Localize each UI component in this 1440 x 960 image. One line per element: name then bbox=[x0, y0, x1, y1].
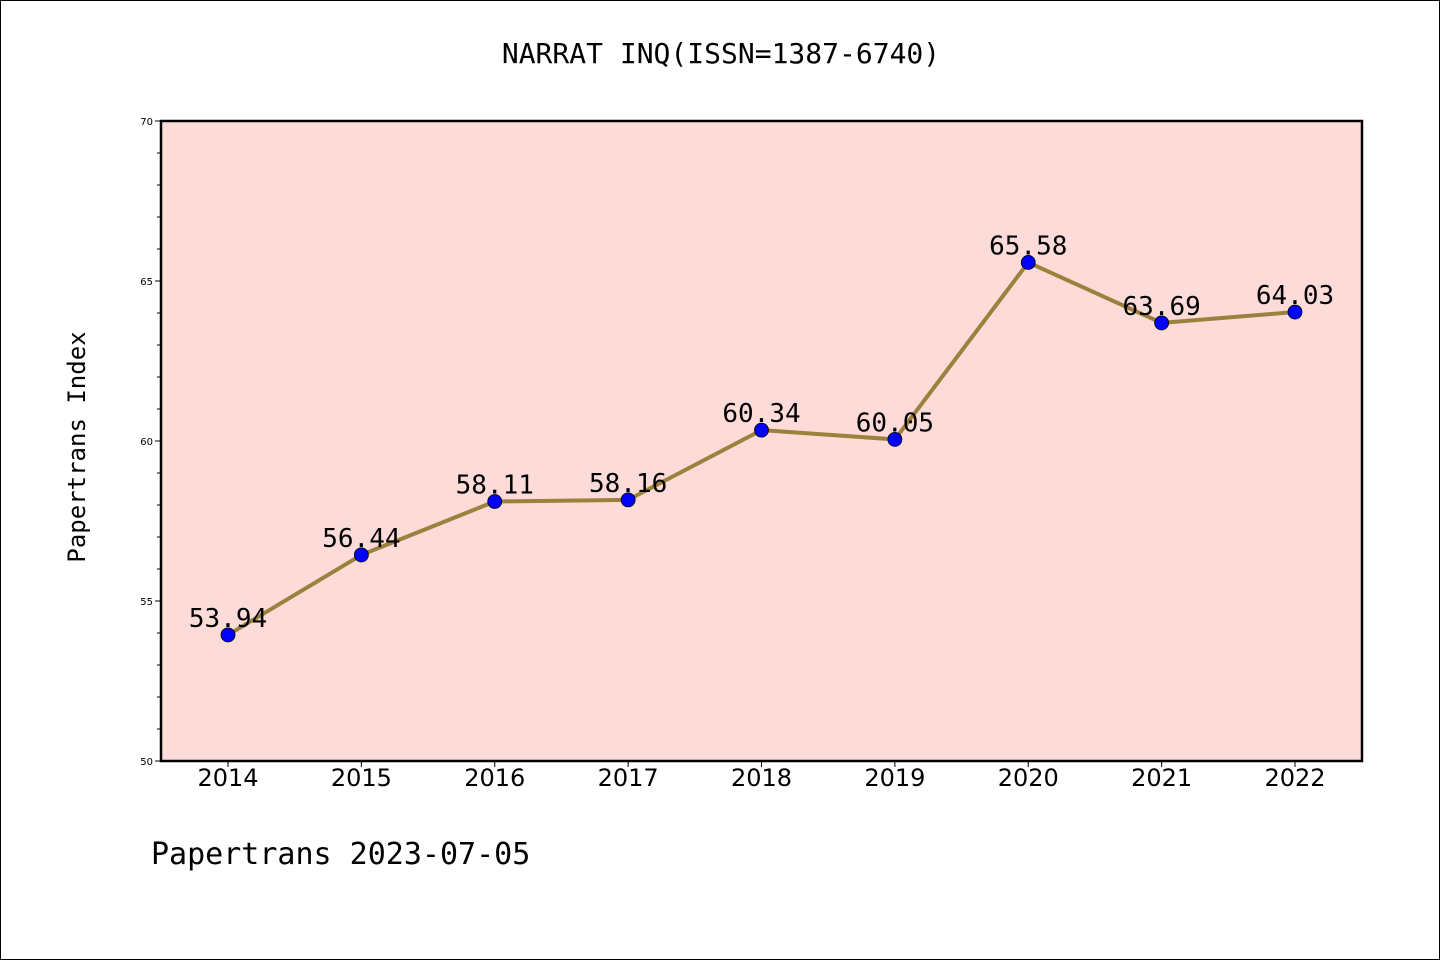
plot-background bbox=[161, 121, 1362, 761]
data-label: 60.05 bbox=[856, 408, 934, 438]
x-tick-label: 2015 bbox=[331, 764, 392, 792]
data-label: 60.34 bbox=[722, 399, 800, 429]
x-tick-label: 2021 bbox=[1131, 764, 1192, 792]
data-point bbox=[754, 422, 769, 438]
data-label: 58.16 bbox=[589, 469, 667, 499]
data-point bbox=[1287, 304, 1303, 320]
chart-title: NARRAT INQ(ISSN=1387-6740) bbox=[501, 37, 941, 70]
data-label: 63.69 bbox=[1122, 292, 1200, 322]
data-point bbox=[487, 494, 503, 509]
plot-frame bbox=[159, 119, 1364, 763]
data-point bbox=[620, 492, 636, 508]
x-tick-label: 2018 bbox=[731, 764, 792, 792]
data-label: 64.03 bbox=[1256, 281, 1334, 311]
x-tick-label: 2022 bbox=[1264, 764, 1325, 792]
data-label: 65.58 bbox=[989, 231, 1067, 261]
data-label: 58.11 bbox=[456, 470, 534, 500]
data-point bbox=[887, 431, 903, 447]
data-point bbox=[353, 547, 369, 563]
footer-label: Papertrans 2023-07-05 bbox=[151, 837, 531, 872]
data-point bbox=[1020, 255, 1036, 270]
x-tick-label: 2014 bbox=[197, 764, 258, 792]
data-label: 56.44 bbox=[322, 524, 400, 554]
data-point bbox=[220, 627, 236, 643]
y-tick-label: 70 bbox=[140, 117, 153, 128]
x-tick-label: 2016 bbox=[464, 764, 525, 792]
y-tick-label: 65 bbox=[140, 277, 153, 288]
y-tick-label: 60 bbox=[140, 437, 153, 448]
x-tick-label: 2020 bbox=[998, 764, 1059, 792]
x-tick-label: 2019 bbox=[864, 764, 925, 792]
x-tick-label: 2017 bbox=[598, 764, 659, 792]
data-label: 53.94 bbox=[189, 604, 267, 634]
data-point bbox=[1154, 315, 1170, 331]
y-tick-label: 50 bbox=[140, 757, 153, 768]
y-tick-label: 55 bbox=[140, 597, 153, 608]
